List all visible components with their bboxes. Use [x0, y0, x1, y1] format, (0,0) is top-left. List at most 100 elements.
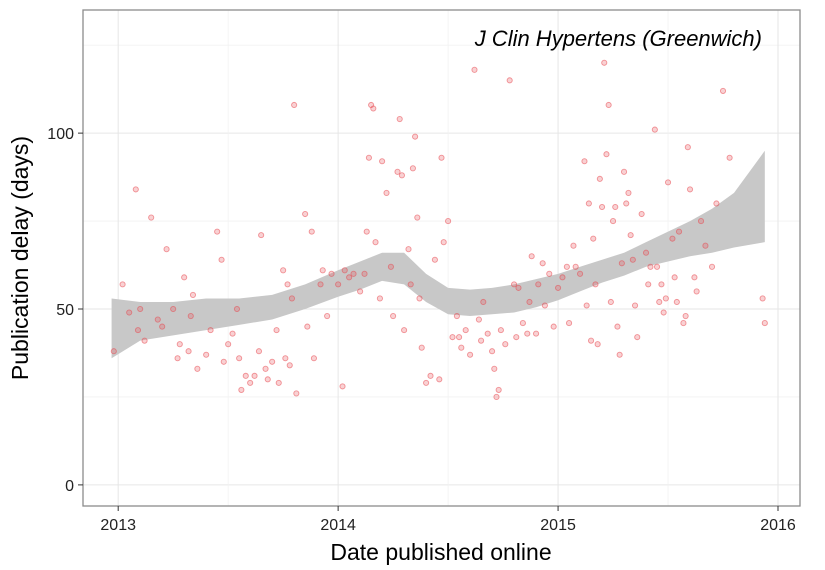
- data-point: [555, 284, 562, 291]
- x-axis-title: Date published online: [330, 539, 551, 565]
- data-point: [405, 246, 412, 253]
- data-point: [423, 379, 430, 386]
- data-point: [236, 355, 243, 362]
- data-point: [480, 298, 487, 306]
- data-point: [645, 281, 652, 288]
- data-point: [132, 186, 139, 193]
- data-point: [660, 309, 667, 316]
- data-points: [110, 59, 768, 401]
- data-point: [671, 274, 678, 281]
- data-point: [524, 330, 531, 337]
- data-point: [119, 281, 126, 288]
- data-point: [416, 295, 423, 302]
- data-point: [539, 260, 546, 267]
- panel-border: [82, 9, 801, 507]
- data-point: [269, 358, 276, 365]
- data-point: [394, 168, 401, 175]
- data-point: [207, 327, 214, 334]
- data-point: [328, 270, 335, 277]
- data-point: [603, 151, 610, 158]
- data-point: [335, 281, 342, 288]
- data-point: [170, 305, 177, 313]
- data-point: [607, 298, 614, 306]
- data-point: [414, 214, 421, 221]
- data-point: [346, 274, 353, 281]
- data-point: [493, 393, 500, 401]
- data-point: [284, 281, 291, 288]
- data-point: [229, 330, 236, 337]
- data-point: [647, 263, 654, 270]
- data-point: [535, 281, 542, 288]
- data-point: [174, 355, 181, 362]
- data-point: [187, 312, 194, 320]
- data-point: [412, 133, 419, 140]
- x-tick-label: 2015: [540, 517, 576, 534]
- data-point: [427, 372, 434, 379]
- data-point: [407, 281, 414, 288]
- data-point: [612, 203, 619, 211]
- data-point: [341, 267, 348, 274]
- data-point: [601, 59, 608, 66]
- data-point: [585, 200, 592, 207]
- data-point: [702, 242, 709, 249]
- data-point: [387, 263, 394, 270]
- x-tick-label: 2014: [320, 517, 356, 534]
- axis-ticks: 2013 2014 2015 2016 0 50 100: [47, 126, 796, 534]
- data-point: [302, 210, 309, 218]
- data-point: [126, 309, 133, 316]
- data-point: [449, 334, 456, 341]
- data-point: [708, 263, 716, 270]
- data-point: [220, 358, 227, 365]
- data-point: [577, 270, 584, 277]
- data-point: [317, 281, 324, 288]
- data-point: [361, 270, 368, 277]
- data-point: [181, 274, 188, 281]
- data-point: [541, 302, 548, 309]
- data-point: [418, 344, 425, 351]
- data-point: [631, 302, 639, 309]
- data-point: [436, 376, 443, 383]
- data-point: [264, 376, 271, 383]
- data-point: [680, 320, 687, 327]
- data-point: [214, 228, 221, 235]
- data-point: [502, 341, 509, 348]
- data-point: [203, 351, 210, 358]
- data-point: [669, 235, 676, 242]
- data-point: [658, 281, 665, 288]
- data-point: [238, 386, 245, 393]
- data-point: [662, 295, 669, 302]
- data-point: [242, 372, 249, 379]
- data-point: [697, 218, 705, 225]
- data-point: [528, 253, 535, 260]
- y-tick-label: 100: [47, 126, 74, 143]
- data-point: [629, 256, 636, 263]
- data-point: [293, 390, 300, 397]
- data-point: [625, 189, 632, 196]
- data-point: [398, 172, 405, 179]
- data-point: [247, 379, 254, 386]
- data-point: [286, 362, 293, 369]
- data-point: [673, 298, 680, 306]
- data-point: [308, 228, 315, 235]
- data-point: [719, 87, 727, 94]
- data-point: [550, 323, 557, 330]
- data-point: [581, 158, 588, 165]
- data-point: [686, 186, 694, 193]
- data-point: [623, 200, 630, 207]
- data-point: [218, 256, 225, 263]
- data-point: [275, 379, 282, 386]
- data-point: [185, 348, 192, 355]
- y-tick-label: 50: [56, 302, 74, 319]
- data-point: [566, 320, 573, 327]
- data-point: [478, 337, 485, 344]
- data-point: [258, 232, 265, 239]
- data-point: [572, 263, 579, 270]
- x-tick-label: 2013: [100, 517, 136, 534]
- data-point: [675, 228, 683, 235]
- data-point: [596, 175, 603, 182]
- confidence-band: [111, 150, 765, 359]
- data-point: [605, 101, 612, 109]
- data-point: [363, 228, 370, 235]
- data-point: [618, 260, 625, 267]
- y-axis-title: Publication delay (days): [7, 136, 33, 380]
